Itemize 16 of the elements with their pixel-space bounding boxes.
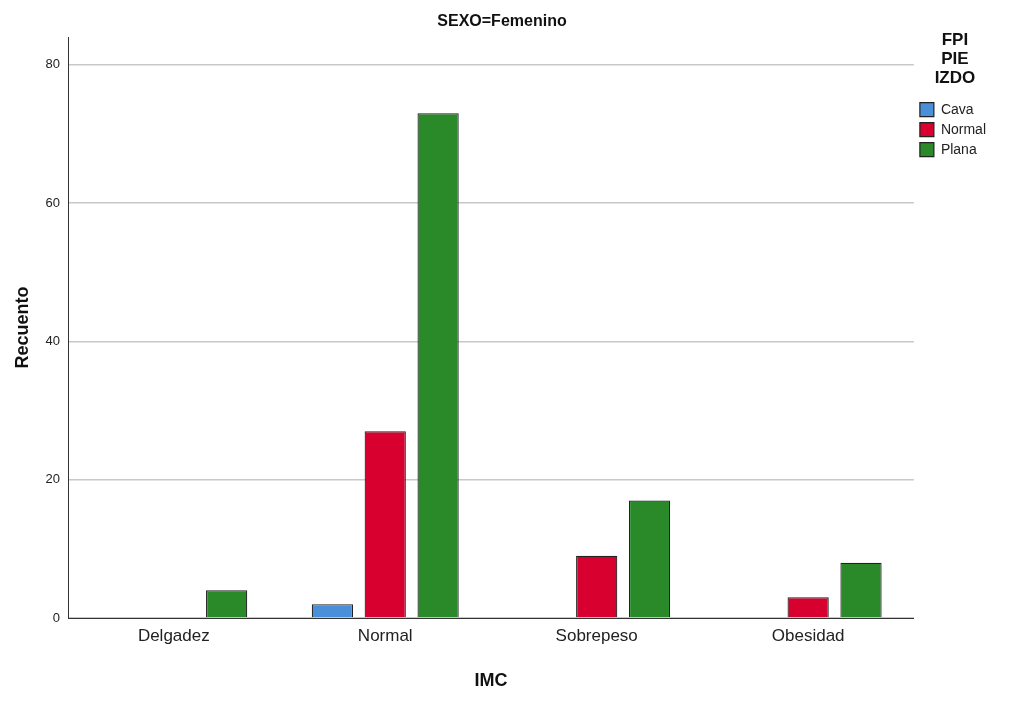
x-tick-label: Obesidad: [771, 625, 845, 645]
legend-label: Plana: [940, 140, 977, 157]
y-tick-label: 40: [45, 333, 61, 349]
y-tick-label: 0: [52, 609, 61, 625]
x-tick-label: Normal: [357, 625, 413, 645]
x-tick-label: Delgadez: [137, 625, 210, 645]
y-axis-title: Recuento: [11, 286, 32, 369]
legend-label: Normal: [940, 120, 987, 137]
y-tick-label: 80: [45, 56, 61, 72]
chart-title: SEXO=Femenino: [437, 12, 567, 30]
legend-title: FPI PIE IZDO: [934, 30, 976, 87]
x-tick-label: Sobrepeso: [555, 625, 638, 645]
y-tick-label: 20: [45, 471, 61, 487]
x-axis-title: IMC: [474, 670, 508, 691]
legend-label: Cava: [940, 100, 974, 117]
y-tick-label: 60: [45, 194, 61, 210]
